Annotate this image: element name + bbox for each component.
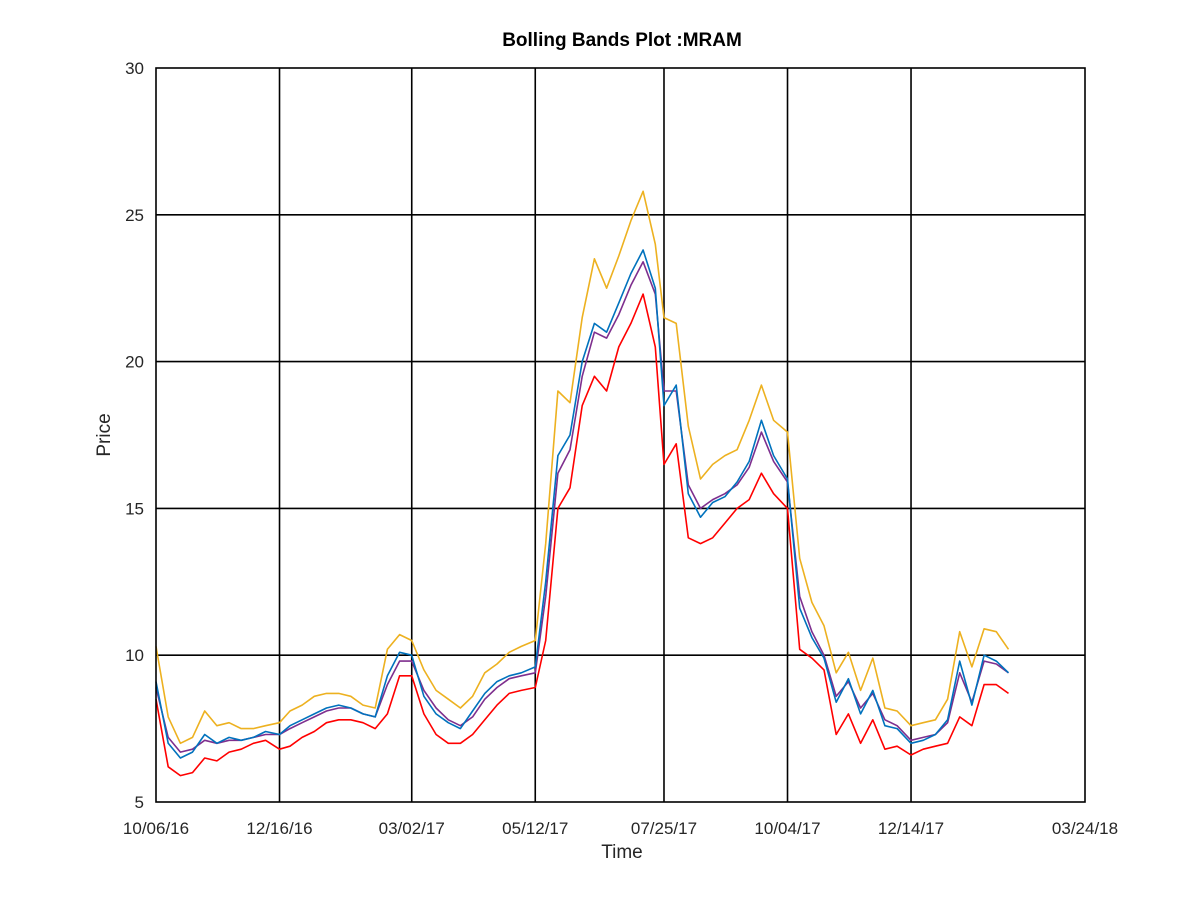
x-tick-label: 03/24/18 [1052, 819, 1118, 838]
x-axis: 10/06/16 12/16/16 03/02/17 05/12/17 07/25/17… [123, 819, 1118, 838]
series-line-lower [155, 293, 1009, 777]
x-tick-label: 12/16/16 [246, 819, 312, 838]
y-tick-label: 10 [125, 646, 144, 665]
x-tick-label: 12/14/17 [878, 819, 944, 838]
y-axis-label: Price [94, 413, 115, 456]
y-tick-label: 15 [125, 499, 144, 518]
y-tick-label: 25 [125, 206, 144, 225]
series-line-middle [155, 260, 1009, 753]
series-line-price [155, 249, 1010, 759]
x-tick-label: 10/06/16 [123, 819, 189, 838]
y-tick-label: 20 [125, 353, 144, 372]
x-tick-label: 03/02/17 [379, 819, 445, 838]
x-axis-label: Time [601, 842, 643, 863]
y-tick-label: 5 [135, 793, 144, 812]
axes-frame [155, 67, 1086, 803]
x-tick-label: 07/25/17 [631, 819, 697, 838]
x-tick-label: 10/04/17 [754, 819, 820, 838]
x-tick-label: 05/12/17 [502, 819, 568, 838]
series-line-upper [155, 190, 1010, 745]
chart-title: Bolling Bands Plot :MRAM [502, 30, 742, 51]
y-tick-label: 30 [125, 59, 144, 78]
y-axis: 5 10 15 20 25 30 [125, 59, 144, 812]
plot-area [155, 190, 1010, 777]
